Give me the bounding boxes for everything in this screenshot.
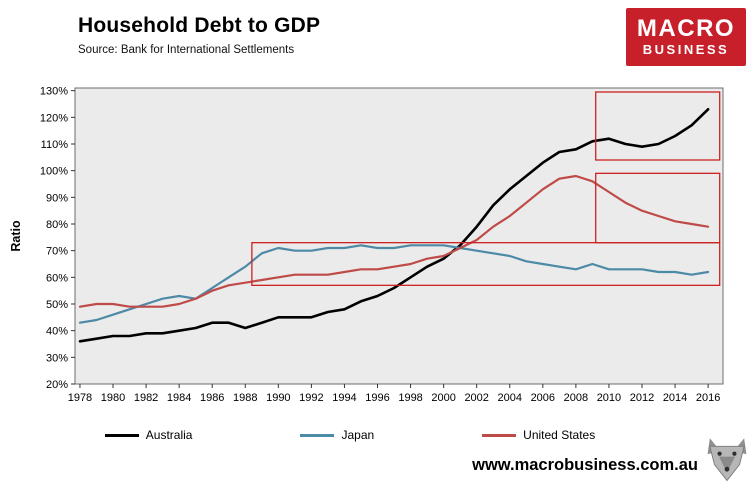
chart-legend: Australia Japan United States (70, 428, 630, 442)
series-japan (78, 244, 710, 324)
legend-label: Japan (341, 428, 375, 442)
logo-line2: BUSINESS (642, 42, 730, 57)
x-tick-label: 2008 (564, 392, 588, 404)
wolf-logo (707, 438, 747, 482)
y-tick-label: 100% (40, 166, 68, 178)
x-tick-label: 2000 (431, 392, 455, 404)
y-tick-label: 130% (40, 86, 68, 98)
plot-area (74, 87, 724, 385)
x-tick-label: 2006 (531, 392, 555, 404)
legend-label: United States (523, 428, 596, 442)
y-tick-label: 20% (46, 379, 68, 391)
x-tick-label: 1998 (398, 392, 422, 404)
y-tick-label: 120% (40, 112, 68, 124)
series-united-states (78, 174, 710, 308)
x-tick-label: 1992 (299, 392, 323, 404)
x-tick-label: 1986 (200, 392, 224, 404)
y-axis-label: Ratio (9, 220, 23, 252)
x-tick-label: 2002 (464, 392, 488, 404)
y-tick-label: 60% (46, 272, 68, 284)
legend-line-swatch (104, 433, 139, 437)
x-tick-label: 2016 (696, 392, 720, 404)
y-tick-label: 90% (46, 192, 68, 204)
website-url: www.macrobusiness.com.au (472, 456, 698, 474)
annotation-box-1 (595, 91, 721, 161)
x-tick-label: 1994 (332, 392, 356, 404)
legend-item-united-states: United States (482, 428, 595, 442)
x-tick-label: 2004 (498, 392, 522, 404)
legend-line-swatch (300, 433, 335, 437)
legend-label: Australia (145, 428, 193, 442)
chart-title: Household Debt to GDP (78, 14, 321, 37)
x-tick-label: 2010 (597, 392, 621, 404)
logo-line1: MACRO (636, 15, 736, 42)
y-tick-label: 50% (46, 299, 68, 311)
x-tick-label: 1980 (101, 392, 125, 404)
macrobusiness-logo: MACRO BUSINESS (626, 8, 746, 66)
legend-line-swatch (482, 433, 517, 437)
y-tick-label: 40% (46, 326, 68, 338)
x-tick-label: 1984 (167, 392, 191, 404)
annotation-box-3 (251, 242, 721, 286)
y-tick-label: 80% (46, 219, 68, 231)
y-tick-label: 110% (41, 139, 69, 151)
y-tick-label: 70% (46, 246, 68, 258)
chart-source: Source: Bank for International Settlemen… (78, 44, 295, 56)
x-tick-label: 1978 (68, 392, 92, 404)
x-tick-label: 1982 (134, 392, 158, 404)
legend-item-australia: Australia (104, 428, 193, 442)
x-tick-label: 1996 (365, 392, 389, 404)
x-tick-label: 1988 (233, 392, 257, 404)
legend-item-japan: Japan (300, 428, 374, 442)
x-tick-label: 2012 (630, 392, 654, 404)
household-debt-to-gdp-chart: 20% 30% 40% 50% 60% 70% 80% 90% 100% 110% 120% 130%… (40, 86, 724, 404)
series-australia (78, 107, 710, 343)
x-tick-label: 1990 (266, 392, 290, 404)
x-tick-label: 2014 (663, 392, 687, 404)
y-tick-label: 30% (46, 352, 68, 364)
